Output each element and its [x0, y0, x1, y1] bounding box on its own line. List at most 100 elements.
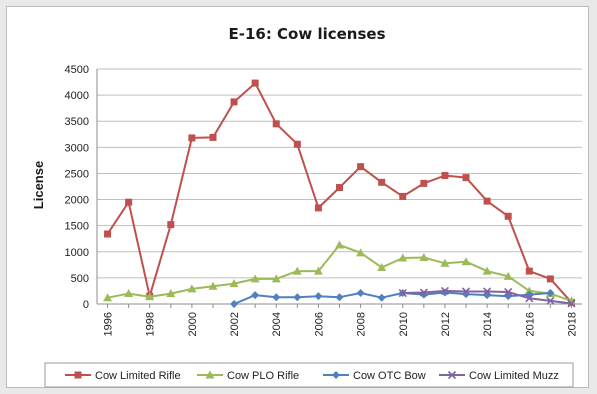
data-point: [335, 240, 344, 249]
data-point: [398, 253, 408, 262]
x-tick-label: 2010: [398, 312, 410, 336]
legend-marker: [205, 370, 215, 379]
data-point: [525, 294, 534, 303]
x-tick-label: 2012: [440, 312, 452, 336]
data-point: [440, 286, 450, 296]
x-tick-label: 1996: [103, 312, 115, 336]
y-tick-label: 2000: [65, 195, 89, 207]
y-tick-label: 0: [83, 299, 89, 311]
data-point: [546, 275, 554, 283]
data-point: [483, 287, 492, 296]
x-tick-label: 2018: [566, 312, 578, 336]
legend-box: [44, 362, 574, 388]
data-point: [482, 266, 492, 275]
data-point: [399, 192, 407, 200]
data-point: [293, 293, 302, 302]
data-point: [336, 184, 343, 192]
data-point: [251, 79, 259, 87]
legend-label: Cow OTC Bow: [353, 370, 426, 382]
data-point: [314, 292, 323, 301]
legend-item: Cow PLO Rifle: [197, 370, 299, 382]
data-point: [104, 230, 112, 238]
x-tick-label: 2008: [356, 312, 368, 336]
data-point: [420, 179, 428, 187]
x-tick-label: 2016: [524, 312, 536, 336]
data-point: [314, 204, 322, 212]
series-cow-limited-rifle: [104, 79, 575, 306]
legend-item: Cow Limited Muzz: [439, 370, 559, 382]
data-point: [419, 253, 429, 262]
data-point: [546, 289, 555, 298]
data-point: [567, 299, 576, 308]
data-point: [103, 293, 113, 302]
data-point: [271, 274, 281, 283]
data-point: [292, 266, 302, 275]
data-point: [293, 140, 301, 148]
data-point: [188, 134, 196, 142]
data-point: [230, 300, 239, 308]
series-line: [233, 291, 551, 305]
data-point: [187, 284, 197, 293]
series-line: [106, 82, 573, 304]
data-point: [419, 288, 428, 297]
data-point: [377, 262, 387, 271]
axes: 0 500 1000 1500 2000 2500 3000 3500 4000 4500 1996…: [65, 64, 582, 336]
data-point: [250, 274, 260, 283]
series-cow-plo-rifle: [103, 240, 576, 305]
y-tick-label: 2500: [65, 168, 89, 180]
data-point: [208, 281, 218, 290]
y-axis-label: License: [31, 161, 46, 209]
data-point: [503, 271, 513, 280]
legend-marker: [332, 371, 340, 379]
y-tick-label: 1000: [65, 247, 89, 259]
data-point: [272, 293, 281, 302]
legend: Cow Limited Rifle Cow PLO Rifle Cow OTC Bo…: [44, 362, 574, 388]
data-point: [251, 291, 260, 300]
data-point: [166, 289, 176, 298]
y-tick-label: 3000: [65, 142, 89, 154]
data-point: [124, 289, 134, 298]
data-point: [145, 292, 155, 301]
data-point: [313, 266, 323, 275]
data-point: [524, 286, 534, 295]
data-point: [167, 221, 175, 229]
legend-label: Cow Limited Rifle: [95, 370, 181, 382]
legend-marker: [74, 371, 82, 379]
data-point: [461, 257, 471, 266]
data-point: [504, 287, 513, 297]
data-point: [441, 172, 449, 180]
x-tick-label: 2002: [229, 312, 241, 336]
x-tick-label: 2006: [313, 312, 325, 336]
data-point: [525, 267, 533, 275]
data-point: [230, 98, 238, 106]
data-point: [229, 279, 239, 288]
data-point: [335, 293, 344, 302]
data-point: [356, 289, 365, 298]
data-point: [357, 163, 365, 171]
x-tick-label: 2004: [271, 312, 283, 336]
data-point: [504, 212, 512, 220]
data-point: [483, 197, 491, 205]
x-tick-label: 1998: [145, 312, 157, 336]
x-tick-label: 2000: [187, 312, 199, 336]
data-point: [461, 287, 471, 296]
data-point: [398, 288, 407, 298]
series-layer: [103, 79, 576, 308]
y-tick-label: 500: [71, 273, 89, 285]
legend-label: Cow Limited Muzz: [469, 370, 559, 382]
data-point: [272, 120, 280, 128]
data-point: [356, 248, 366, 257]
data-point: [209, 133, 217, 141]
legend-item: Cow Limited Rifle: [65, 370, 181, 382]
y-tick-label: 4500: [65, 64, 89, 76]
y-tick-label: 3500: [65, 116, 89, 128]
legend-label: Cow PLO Rifle: [227, 370, 299, 382]
y-tick-label: 1500: [65, 221, 89, 233]
chart-frame: E-16: Cow licenses License 0 500 1000 1500 2…: [6, 6, 589, 388]
data-point: [546, 296, 555, 305]
data-point: [378, 178, 386, 186]
legend-item: Cow OTC Bow: [323, 370, 426, 382]
data-point: [125, 198, 133, 206]
data-point: [440, 258, 450, 267]
x-tick-label: 2014: [482, 312, 494, 336]
